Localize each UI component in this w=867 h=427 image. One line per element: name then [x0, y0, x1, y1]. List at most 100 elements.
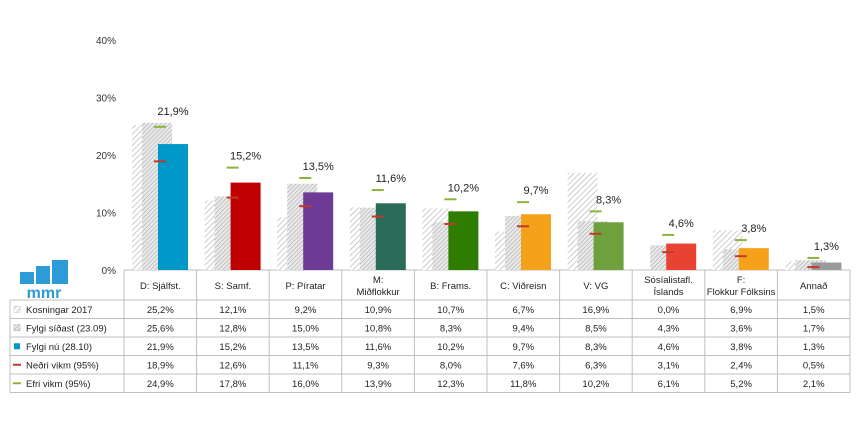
table-cell: 10,2%: [437, 342, 464, 353]
table-cell: 8,0%: [440, 360, 462, 371]
data-label-fylgi-nu: 9,7%: [523, 185, 548, 197]
category-label: C: Viðreisn: [500, 281, 546, 292]
table-cell: 6,7%: [512, 305, 534, 316]
row-label: Fylgi síðast (23.09): [26, 323, 107, 334]
data-label-fylgi-nu: 10,2%: [448, 182, 479, 194]
data-label-fylgi-nu: 8,3%: [596, 194, 621, 206]
bar-fylgi-nu: [230, 182, 261, 270]
row-label: Neðri vikm (95%): [26, 360, 99, 371]
category-label: B: Frams.: [430, 281, 471, 292]
table-cell: 9,7%: [512, 342, 534, 353]
table-cell: 2,1%: [803, 379, 825, 390]
data-label-fylgi-nu: 1,3%: [814, 241, 839, 253]
y-tick-label: 20%: [96, 151, 116, 162]
table-cell: 3,6%: [730, 323, 752, 334]
data-label-fylgi-nu: 21,9%: [157, 106, 188, 118]
table-cell: 0,5%: [803, 360, 825, 371]
table-cell: 12,8%: [219, 323, 246, 334]
y-tick-label: 10%: [96, 209, 116, 220]
table-cell: 16,9%: [582, 305, 609, 316]
table-cell: 0,0%: [658, 305, 680, 316]
table-cell: 9,3%: [367, 360, 389, 371]
row-label: Efri vikm (95%): [26, 379, 90, 390]
table-cell: 12,6%: [219, 360, 246, 371]
table-cell: 12,3%: [437, 379, 464, 390]
logo-text: mmr: [27, 285, 62, 302]
table-cell: 11,1%: [292, 360, 319, 371]
bar-fylgi-nu: [593, 222, 624, 270]
category-label: F: Flokkur Fólksins: [707, 275, 776, 298]
table-cell: 24,9%: [147, 379, 174, 390]
row-label: Kosningar 2017: [26, 305, 93, 316]
y-tick-label: 0%: [102, 266, 117, 277]
table-cell: 3,1%: [658, 360, 680, 371]
bar-fylgi-nu: [303, 192, 334, 270]
table-cell: 12,1%: [219, 305, 246, 316]
logo-bar-1: [20, 272, 34, 284]
table-cell: 8,3%: [585, 342, 607, 353]
logo-bar-3: [52, 260, 68, 284]
table-cell: 13,5%: [292, 342, 319, 353]
category-label: P: Píratar: [285, 281, 325, 292]
legend-key-fylgi-nu: [14, 343, 20, 350]
bar-fylgi-nu: [738, 248, 769, 270]
data-label-fylgi-nu: 15,2%: [230, 151, 261, 163]
bar-fylgi-nu: [375, 203, 406, 270]
table-cell: 2,4%: [730, 360, 752, 371]
table-cell: 6,1%: [658, 379, 680, 390]
table-cell: 25,2%: [147, 305, 174, 316]
bar-fylgi-nu: [448, 211, 479, 270]
table-cell: 4,6%: [658, 342, 680, 353]
bar-fylgi-nu: [811, 262, 842, 270]
y-tick-label: 30%: [96, 94, 116, 105]
category-label: V: VG: [583, 281, 608, 292]
table-cell: 15,2%: [219, 342, 246, 353]
table-cell: 11,6%: [365, 342, 392, 353]
data-label-fylgi-nu: 11,6%: [376, 173, 407, 185]
table-cell: 8,5%: [585, 323, 607, 334]
category-label: S: Samf.: [215, 281, 251, 292]
table-cell: 9,2%: [295, 305, 317, 316]
table-cell: 1,7%: [803, 323, 825, 334]
table-cell: 16,0%: [292, 379, 319, 390]
data-table: D: Sjálfst. S: Samf. P: Píratar M: Miðflokku…: [9, 270, 851, 393]
table-cell: 1,3%: [803, 342, 825, 353]
legend-key-kosningar: [13, 306, 21, 313]
bar-fylgi-nu: [158, 144, 188, 270]
table-cell: 25,6%: [147, 323, 174, 334]
bar-fylgi-nu: [521, 214, 551, 270]
table-cell: 13,9%: [365, 379, 392, 390]
table-cell: 6,3%: [585, 360, 607, 371]
table-cell: 7,6%: [512, 360, 534, 371]
bars-group: [132, 122, 842, 270]
table-cell: 15,0%: [292, 323, 319, 334]
table-cell: 18,9%: [147, 360, 174, 371]
table-cell: 10,7%: [437, 305, 464, 316]
table-cell: 8,3%: [440, 323, 462, 334]
category-label: M: Miðflokkur: [356, 275, 399, 298]
y-tick-label: 40%: [96, 36, 116, 47]
table-cell: 17,8%: [219, 379, 246, 390]
table-cell: 9,4%: [512, 323, 534, 334]
table-cell: 4,3%: [658, 323, 680, 334]
table-cell: 11,8%: [510, 379, 537, 390]
category-label: D: Sjálfst.: [140, 281, 181, 292]
mmr-logo: mmr: [20, 260, 68, 302]
table-cell: 3,8%: [730, 342, 752, 353]
data-label-fylgi-nu: 3,8%: [741, 223, 766, 235]
table-cell: 10,8%: [365, 323, 392, 334]
logo-bar-2: [36, 266, 50, 284]
data-labels-group: 21,9% 15,2% 13,5% 11,6% 10,2% 9,7% 8,3% 4,6% 3,8…: [157, 106, 839, 253]
table-cell: 6,9%: [730, 305, 752, 316]
bar-fylgi-sidast: [795, 260, 826, 270]
table-cell: 5,2%: [730, 379, 752, 390]
legend-key-fylgi-sidast: [13, 324, 21, 331]
category-label: Sósíalistafl. Íslands: [644, 275, 693, 298]
table-cell: 10,2%: [582, 379, 609, 390]
table-cell: 10,9%: [365, 305, 392, 316]
bar-fylgi-nu: [666, 243, 697, 270]
row-label: Fylgi nú (28.10): [26, 342, 92, 353]
data-label-fylgi-nu: 13,5%: [303, 161, 334, 173]
table-cell: 1,5%: [803, 305, 825, 316]
